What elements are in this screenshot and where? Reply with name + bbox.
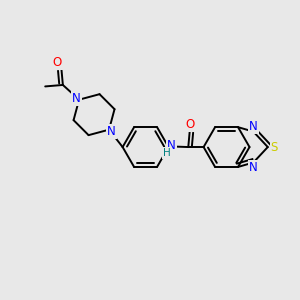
Text: O: O — [52, 56, 62, 69]
Text: N: N — [167, 139, 176, 152]
Text: N: N — [249, 161, 258, 174]
Text: H: H — [163, 148, 171, 158]
Text: S: S — [271, 141, 278, 154]
Text: N: N — [72, 92, 81, 105]
Text: O: O — [185, 118, 194, 131]
Text: N: N — [249, 120, 258, 133]
Text: N: N — [107, 124, 116, 138]
